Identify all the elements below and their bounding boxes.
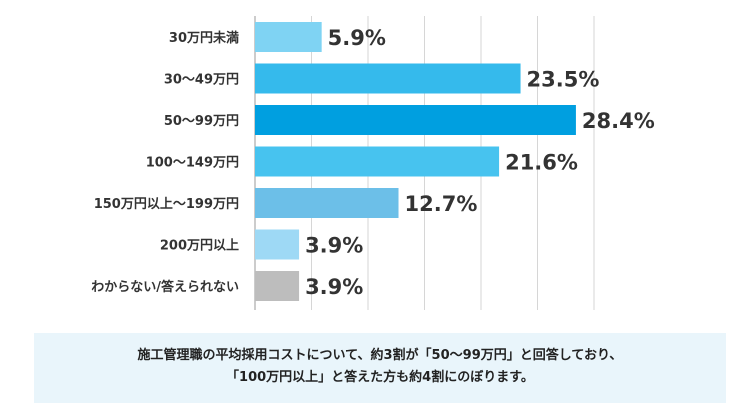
chart-area: 30万円未満 5.9% 30～49万円 23.5% 50～99万円 28.4% 100～14… — [91, 16, 655, 310]
category-label: 200万円以上 — [160, 239, 239, 254]
bar — [255, 229, 300, 260]
bar — [255, 22, 322, 52]
bar — [255, 105, 576, 135]
category-label: 150万円以上～199万円 — [94, 197, 239, 212]
category-label: 100～149万円 — [146, 156, 239, 171]
category-label: わからない/答えられない — [91, 279, 239, 295]
bar — [255, 63, 521, 94]
category-label: 50～99万円 — [164, 114, 239, 129]
caption-line-2: 「100万円以上」と答えた方も約4割にのぼります。 — [226, 370, 534, 385]
value-label: 12.7% — [405, 192, 478, 216]
category-label: 30～49万円 — [164, 73, 239, 88]
category-label: 30万円未満 — [169, 30, 239, 46]
value-label: 28.4% — [582, 109, 655, 133]
value-label: 23.5% — [527, 68, 600, 92]
caption-box: 施工管理職の平均採用コストについて、約3割が「50～99万円」と回答しており、 … — [34, 333, 726, 403]
bar — [255, 271, 300, 301]
value-label: 3.9% — [305, 234, 363, 258]
value-label: 3.9% — [305, 275, 363, 299]
caption-line-1: 施工管理職の平均採用コストについて、約3割が「50～99万円」と回答しており、 — [137, 348, 623, 363]
bar-chart: 30万円未満 5.9% 30～49万円 23.5% 50～99万円 28.4% 100～14… — [91, 16, 655, 310]
value-label: 21.6% — [505, 151, 578, 175]
value-label: 5.9% — [328, 26, 386, 50]
bar — [255, 188, 399, 218]
bar — [255, 146, 500, 177]
